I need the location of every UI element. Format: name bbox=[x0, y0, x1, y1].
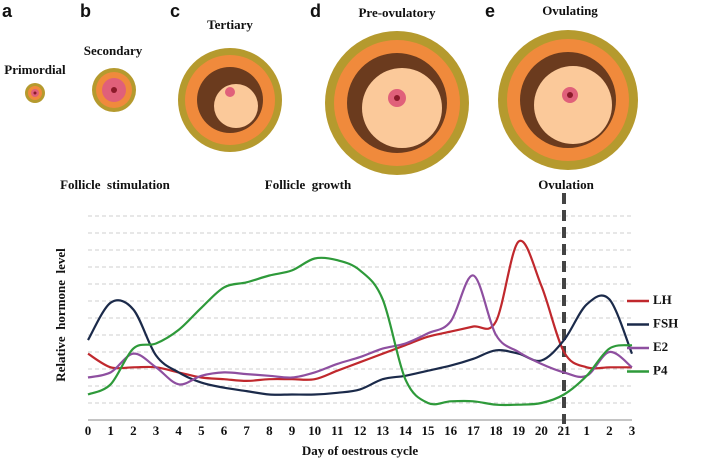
x-tick-label: 12 bbox=[354, 423, 367, 438]
x-tick-label: 10 bbox=[308, 423, 321, 438]
follicle-d bbox=[325, 31, 469, 175]
x-tick-label: 17 bbox=[467, 423, 481, 438]
x-tick-label: 7 bbox=[243, 423, 250, 438]
follicle-a bbox=[25, 83, 45, 103]
panel-letter: a bbox=[2, 1, 13, 21]
x-tick-label: 0 bbox=[85, 423, 92, 438]
panel-letter: d bbox=[310, 1, 321, 21]
legend-label: P4 bbox=[653, 362, 668, 377]
line bbox=[87, 274, 633, 386]
x-tick-label: 13 bbox=[376, 423, 390, 438]
follicle-b bbox=[92, 68, 136, 112]
phase-label: Ovulation bbox=[538, 177, 594, 192]
x-tick-label: 2 bbox=[130, 423, 137, 438]
x-tick-label: 3 bbox=[629, 423, 636, 438]
x-tick-label: 20 bbox=[535, 423, 548, 438]
panel-label: Secondary bbox=[84, 43, 143, 58]
legend-label: LH bbox=[653, 292, 672, 307]
follicle-e bbox=[498, 30, 638, 170]
phase-label: Follicle stimulation bbox=[60, 177, 171, 192]
x-axis-label: Day of oestrous cycle bbox=[302, 443, 419, 458]
x-tick-label: 1 bbox=[583, 423, 590, 438]
x-tick-label: 4 bbox=[175, 423, 182, 438]
x-tick-label: 2 bbox=[606, 423, 613, 438]
y-axis-label: Relative hormone level bbox=[53, 248, 68, 382]
line bbox=[87, 239, 632, 383]
line bbox=[87, 294, 634, 396]
panel-label: Ovulating bbox=[542, 3, 598, 18]
panel-label: Tertiary bbox=[207, 17, 253, 32]
x-tick-label: 19 bbox=[512, 423, 526, 438]
panel-letter: e bbox=[485, 1, 495, 21]
x-tick-label: 6 bbox=[221, 423, 228, 438]
x-tick-label: 16 bbox=[444, 423, 458, 438]
x-tick-label: 8 bbox=[266, 423, 273, 438]
legend-label: FSH bbox=[653, 315, 678, 330]
legend-label: E2 bbox=[653, 339, 668, 354]
x-tick-label: 11 bbox=[331, 423, 343, 438]
line bbox=[87, 256, 633, 407]
x-tick-label: 18 bbox=[490, 423, 504, 438]
x-tick-label: 1 bbox=[107, 423, 114, 438]
follicle-c bbox=[178, 48, 282, 152]
panel-letter: c bbox=[170, 1, 180, 21]
x-tick-label: 5 bbox=[198, 423, 205, 438]
panel-label: Primordial bbox=[4, 62, 66, 77]
x-tick-label: 14 bbox=[399, 423, 413, 438]
x-tick-label: 3 bbox=[153, 423, 160, 438]
panel-label: Pre-ovulatory bbox=[358, 5, 436, 20]
x-tick-label: 9 bbox=[289, 423, 296, 438]
phase-label: Follicle growth bbox=[265, 177, 352, 192]
panel-letter: b bbox=[80, 1, 91, 21]
x-tick-label: 21 bbox=[558, 423, 571, 438]
x-tick-label: 15 bbox=[422, 423, 436, 438]
